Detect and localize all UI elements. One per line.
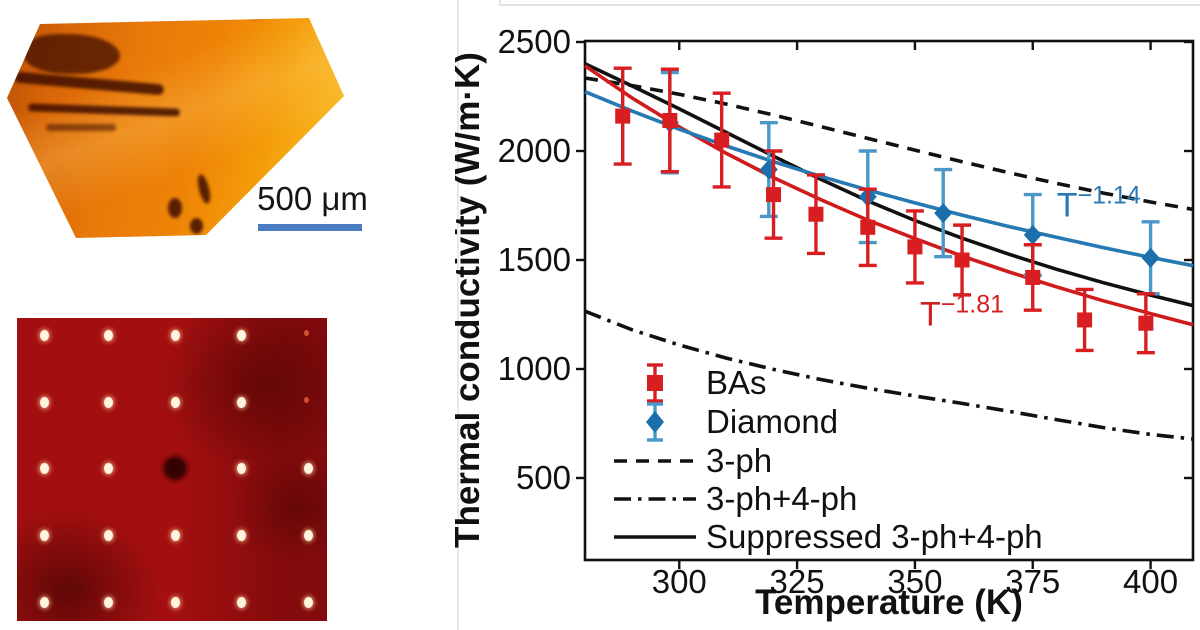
diamond-data-point xyxy=(934,203,953,224)
beam-spot xyxy=(237,462,247,474)
beam-spot xyxy=(104,396,114,408)
beam-spot xyxy=(171,329,181,341)
line-3-ph xyxy=(584,76,1194,212)
beam-spot xyxy=(39,329,49,341)
beam-spot xyxy=(39,396,49,408)
beam-spot xyxy=(104,529,114,541)
crystal-inclusion xyxy=(24,34,120,74)
panel-divider xyxy=(457,0,459,630)
legend-label: BAs xyxy=(706,364,767,401)
beam-spot xyxy=(237,329,247,341)
thermal-conductivity-chart: 300 325 350 375 400 500 1000 1500 2000 2500 Temper… xyxy=(455,23,1195,622)
line-suppressed-3-ph-4-ph xyxy=(584,62,1194,308)
y-tick-label: 1000 xyxy=(498,350,571,387)
x-tick-label: 300 xyxy=(652,563,707,600)
beam-spot xyxy=(304,329,310,336)
bas-data-point xyxy=(766,187,782,203)
legend-label: Diamond xyxy=(706,403,838,440)
bas-data-point xyxy=(860,219,876,235)
crystal-inclusion xyxy=(13,71,165,96)
card-top-edge-corner xyxy=(499,0,501,6)
diamond-data-point xyxy=(1023,224,1042,245)
bas-data-point xyxy=(615,108,631,124)
legend-label: 3-ph xyxy=(706,442,772,479)
crystal-inclusion xyxy=(246,18,266,19)
y-tick-label: 2000 xyxy=(498,132,571,169)
bas-data-point xyxy=(1025,269,1041,285)
tdtr-map xyxy=(17,318,327,621)
beam-spot xyxy=(237,596,247,608)
crystal-inclusion xyxy=(152,18,194,19)
crystal-micrograph xyxy=(6,6,356,252)
bas-data-point xyxy=(662,112,678,128)
bas-data-point xyxy=(907,239,923,255)
beam-spot xyxy=(304,596,314,608)
x-axis-label: Temperature (K) xyxy=(755,583,1023,622)
line-diamond-fit-t-1-14 xyxy=(584,90,1194,268)
beam-spot xyxy=(39,462,49,474)
crystal-inclusion xyxy=(168,198,182,218)
card-top-edge xyxy=(499,4,1200,6)
annotation-1.14: T−1.14 xyxy=(1057,181,1141,224)
y-tick-label: 1500 xyxy=(498,241,571,278)
line-3-ph-4-ph xyxy=(584,309,1194,441)
crystal-inclusion xyxy=(27,103,181,117)
beam-spot xyxy=(237,529,247,541)
beam-spot xyxy=(304,529,314,541)
plot-frame xyxy=(583,39,1195,562)
crystal-inclusion xyxy=(195,173,213,205)
bas-data-point xyxy=(808,206,824,222)
beam-spot xyxy=(304,396,310,403)
x-tick-label: 400 xyxy=(1123,563,1178,600)
diamond-data-point xyxy=(1141,247,1160,268)
y-tick-label: 2500 xyxy=(498,23,571,60)
bas-data-point xyxy=(714,132,730,148)
beam-spot xyxy=(171,396,181,408)
legend-label: Suppressed 3-ph+4-ph xyxy=(706,518,1043,555)
beam-spot xyxy=(39,529,49,541)
beam-spot xyxy=(171,596,181,608)
crystal-inclusion xyxy=(86,18,114,21)
bas-data-point xyxy=(1138,315,1154,331)
bas-data-point xyxy=(954,252,970,268)
x-tick-label: 325 xyxy=(770,563,825,600)
crystal-body xyxy=(7,18,344,238)
beam-spot xyxy=(237,396,247,408)
y-tick-label: 500 xyxy=(516,459,571,496)
legend-diamond-marker xyxy=(646,411,664,433)
annotation-1.81: T−1.81 xyxy=(920,290,1004,333)
beam-spot xyxy=(304,462,314,474)
legend-square-marker xyxy=(647,375,663,391)
scale-bar-label: 500 μm xyxy=(257,180,368,217)
bas-data-point xyxy=(1077,312,1093,328)
beam-spot xyxy=(104,329,114,341)
y-axis-label: Thermal conductivity (W/m·K) xyxy=(455,52,487,548)
scale-bar xyxy=(258,224,362,231)
x-tick-label: 350 xyxy=(887,563,942,600)
x-tick-label: 375 xyxy=(1005,563,1060,600)
crystal-inclusion xyxy=(190,218,203,234)
beam-spot xyxy=(39,596,49,608)
beam-spot xyxy=(104,596,114,608)
legend-label: 3-ph+4-ph xyxy=(706,480,857,517)
beam-spot xyxy=(171,529,181,541)
beam-spot xyxy=(104,462,114,474)
crystal-inclusion xyxy=(46,124,116,131)
